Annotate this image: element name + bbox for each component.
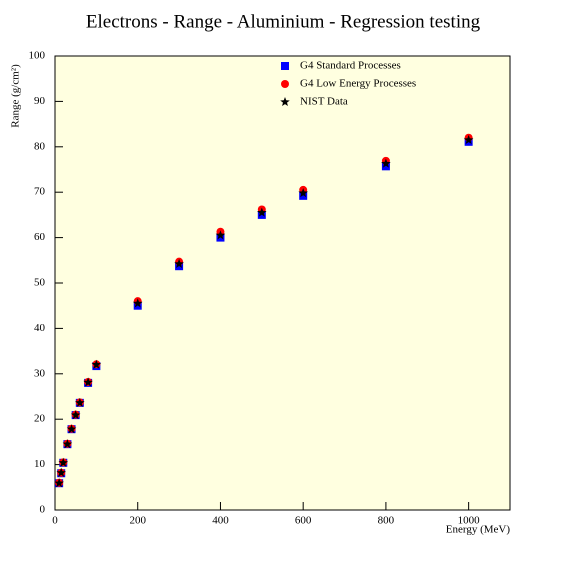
point [298, 188, 308, 198]
point [216, 233, 225, 242]
point [66, 424, 77, 434]
point [54, 478, 64, 488]
x-tick-label: 800 [378, 515, 395, 527]
point [83, 377, 93, 387]
y-tick-label: 90 [34, 95, 46, 107]
x-tick-label: 200 [129, 515, 146, 527]
x-tick-label: 600 [295, 515, 312, 527]
y-tick-label: 50 [34, 277, 46, 289]
point [174, 258, 184, 268]
y-tick-label: 40 [34, 322, 46, 334]
point [58, 457, 69, 467]
x-tick-label: 1000 [458, 515, 481, 527]
point [299, 191, 308, 200]
legend-marker [280, 97, 290, 107]
y-tick-label: 20 [34, 413, 46, 425]
legend-label: NIST Data [300, 96, 348, 108]
y-tick-label: 30 [34, 367, 46, 379]
point [132, 298, 143, 308]
point [133, 301, 142, 310]
x-tick-label: 0 [52, 515, 58, 527]
plot-area [54, 55, 511, 511]
legend-marker [281, 80, 289, 88]
point [70, 410, 81, 420]
y-tick-label: 0 [40, 504, 46, 516]
point [463, 134, 474, 145]
y-tick-label: 100 [29, 50, 46, 62]
legend-label: G4 Standard Processes [300, 60, 401, 72]
y-tick-label: 10 [34, 458, 46, 470]
point [91, 359, 102, 369]
y-axis-label: Range (g/cm²) [10, 64, 22, 128]
point [257, 210, 266, 219]
point [381, 158, 391, 168]
x-tick-label: 400 [212, 515, 229, 527]
point [257, 207, 267, 217]
legend-marker [281, 62, 289, 70]
point [175, 262, 184, 271]
point [215, 230, 226, 240]
point [381, 162, 390, 171]
x-axis-label: Energy (MeV) [446, 524, 511, 536]
point [56, 467, 66, 477]
point [62, 439, 73, 449]
y-tick-label: 80 [34, 140, 46, 152]
y-tick-label: 70 [34, 186, 46, 198]
chart-title: Electrons - Range - Aluminium - Regressi… [86, 11, 481, 32]
legend-label: G4 Low Energy Processes [300, 78, 416, 90]
point [75, 397, 85, 407]
y-tick-label: 60 [34, 231, 46, 243]
